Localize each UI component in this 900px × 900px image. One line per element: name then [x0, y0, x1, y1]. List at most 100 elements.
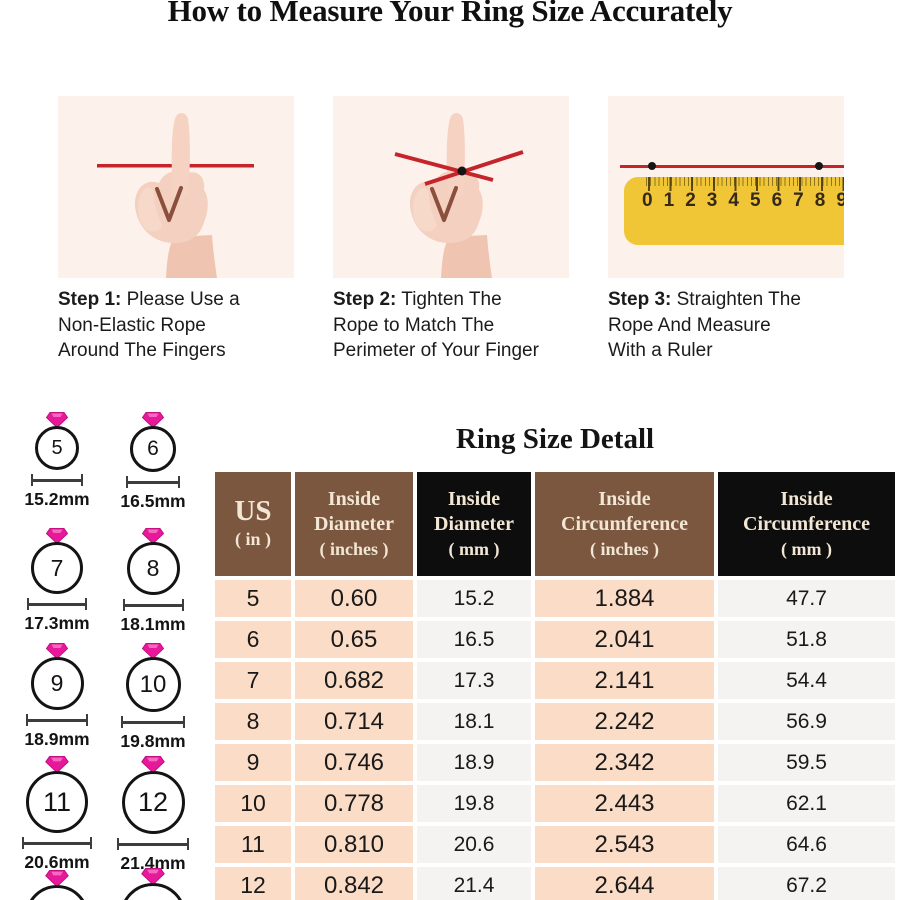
- ruler-illustration: 0 1 2 3 4 5 6 7 8 9: [624, 177, 844, 245]
- table-cell-cin: 2.543: [535, 826, 714, 863]
- ring-number: 8: [146, 555, 160, 581]
- ring-size-table: US ( in ) Inside Diameter ( inches ) Ins…: [215, 472, 895, 900]
- table-cell-us: 6: [215, 621, 291, 658]
- ruler-number: 3: [706, 190, 718, 211]
- ring-number: 10: [139, 670, 167, 698]
- gem-icon: [45, 870, 69, 887]
- table-cell-us: 5: [215, 580, 291, 617]
- table-cell-cin: 2.141: [535, 662, 714, 699]
- gem-icon: [141, 868, 165, 885]
- column-header-inside-circumference-inches: Inside Circumference ( inches ): [535, 472, 714, 576]
- table-cell-cin: 2.342: [535, 744, 714, 781]
- step2-label: Step 2:: [333, 289, 397, 310]
- ring-diameter-label: 19.8mm: [120, 731, 186, 751]
- ruler-number: 4: [728, 190, 739, 211]
- table-cell-us: 8: [215, 703, 291, 740]
- ruler-major-ticks: [648, 177, 844, 191]
- ring-number: 12: [137, 787, 169, 817]
- ring-number: 11: [42, 786, 72, 817]
- ring-partial-right: [93, 868, 213, 900]
- table-cell-din: 0.682: [295, 662, 413, 699]
- gem-icon: [142, 412, 164, 428]
- table-cell-dmm: 17.3: [417, 662, 531, 699]
- table-cell-us: 12: [215, 867, 291, 900]
- ring-diameter-label: 21.4mm: [120, 853, 186, 873]
- forearm: [441, 235, 492, 278]
- table-cell-din: 0.65: [295, 621, 413, 658]
- ruler-number: 8: [814, 190, 826, 211]
- ring-diameter-label: 18.1mm: [120, 614, 186, 634]
- step1-figure: [58, 96, 294, 278]
- table-cell-cmm: 51.8: [718, 621, 895, 658]
- step3-caption: Step 3: Straighten The Rope And Measure …: [608, 289, 801, 361]
- ring-number: 6: [147, 437, 159, 460]
- forearm: [166, 235, 217, 278]
- ring-size-5: 5 15.2mm: [0, 412, 117, 510]
- ruler-number: 1: [663, 190, 675, 211]
- gem-icon: [142, 643, 164, 659]
- ruler-number: 2: [685, 190, 696, 211]
- ring-size-6: 6 16.5mm: [93, 412, 213, 512]
- gem-icon: [46, 412, 68, 428]
- table-cell-cmm: 67.2: [718, 867, 895, 900]
- measure-bracket: [122, 599, 184, 611]
- table-cell-us: 10: [215, 785, 291, 822]
- column-header-inside-circumference-mm: Inside Circumference ( mm ): [718, 472, 895, 576]
- table-cell-din: 0.60: [295, 580, 413, 617]
- table-cell-cin: 1.884: [535, 580, 714, 617]
- gem-icon: [46, 643, 68, 659]
- table-cell-din: 0.714: [295, 703, 413, 740]
- ring-size-9: 9 18.9mm: [0, 643, 117, 750]
- measure-bracket: [117, 838, 189, 850]
- rope-cross-line: [424, 150, 524, 186]
- table-cell-dmm: 15.2: [417, 580, 531, 617]
- ring-diameter-label: 16.5mm: [120, 491, 186, 511]
- hand-with-tightened-rope-illustration: [394, 113, 524, 278]
- step2-figure: [333, 96, 569, 278]
- page-title: How to Measure Your Ring Size Accurately: [167, 0, 733, 28]
- finger-crease: [155, 186, 183, 222]
- ruler-number: 7: [793, 190, 804, 211]
- measure-bracket: [27, 598, 87, 610]
- measure-bracket: [22, 837, 92, 849]
- table-cell-din: 0.842: [295, 867, 413, 900]
- table-cell-cin: 2.644: [535, 867, 714, 900]
- measure-bracket: [26, 714, 88, 726]
- table-cell-cmm: 62.1: [718, 785, 895, 822]
- ring-diameter-label: 17.3mm: [24, 613, 90, 633]
- column-header-inside-diameter-inches: Inside Diameter ( inches ): [295, 472, 413, 576]
- index-finger: [171, 113, 190, 199]
- gem-icon: [45, 756, 69, 773]
- table-cell-cin: 2.443: [535, 785, 714, 822]
- table-cell-din: 0.746: [295, 744, 413, 781]
- table-cell-dmm: 19.8: [417, 785, 531, 822]
- table-cell-din: 0.810: [295, 826, 413, 863]
- table-cell-cmm: 54.4: [718, 662, 895, 699]
- table-cell-cmm: 47.7: [718, 580, 895, 617]
- table-cell-us: 9: [215, 744, 291, 781]
- table-cell-dmm: 18.1: [417, 703, 531, 740]
- table-cell-us: 11: [215, 826, 291, 863]
- ring-diameter-label: 15.2mm: [24, 489, 90, 509]
- table-cell-dmm: 21.4: [417, 867, 531, 900]
- step2-caption: Step 2: Tighten The Rope to Match The Pe…: [333, 289, 539, 361]
- ring-number: 9: [50, 670, 64, 696]
- table-cell-cmm: 56.9: [718, 703, 895, 740]
- table-title: Ring Size Detall: [455, 423, 655, 455]
- ring-diameter-label: 18.9mm: [24, 729, 90, 749]
- column-header-us: US ( in ): [215, 472, 291, 576]
- step1-caption: Step 1: Please Use a Non-Elastic Rope Ar…: [58, 289, 240, 361]
- step3-label: Step 3:: [608, 289, 672, 310]
- ring-number: 5: [51, 436, 63, 459]
- measure-bracket: [121, 716, 185, 728]
- ring-size-12: 12 21.4mm: [93, 756, 213, 874]
- hand-with-rope-illustration: [97, 113, 254, 278]
- ring-size-11: 11 20.6mm: [0, 756, 117, 873]
- ring-partial-left: [0, 870, 117, 900]
- step3-figure: 0 1 2 3 4 5 6 7 8 9: [608, 96, 844, 278]
- gem-icon: [142, 528, 164, 544]
- rope-line: [620, 165, 844, 168]
- gem-icon: [141, 756, 165, 773]
- measure-bracket: [126, 476, 180, 488]
